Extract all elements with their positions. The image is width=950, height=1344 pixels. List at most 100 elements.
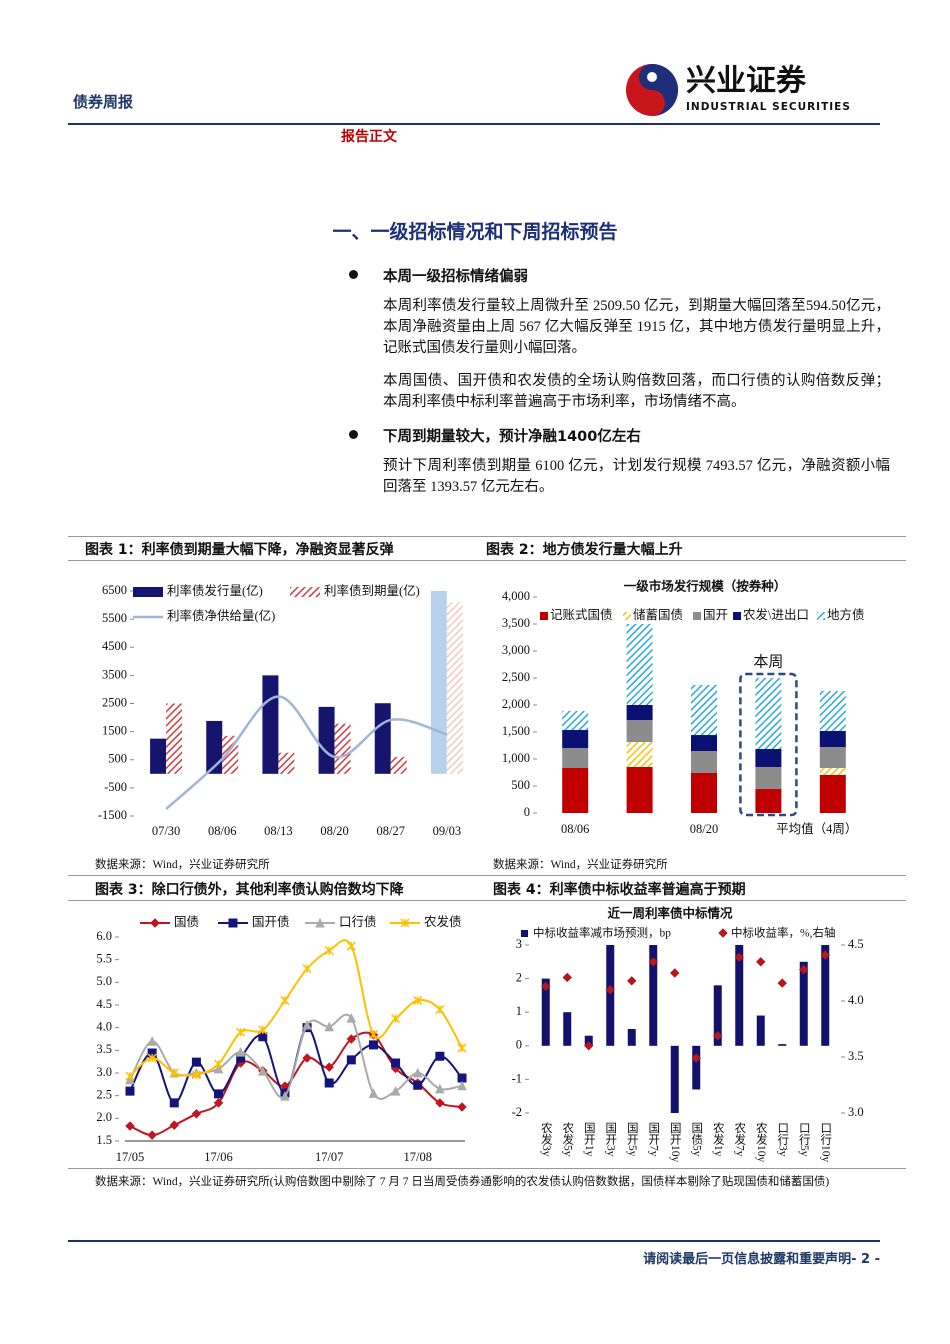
marker — [413, 1080, 423, 1090]
header-rule — [68, 123, 880, 125]
marker — [435, 1083, 445, 1094]
bar-segment — [755, 789, 782, 813]
bar — [318, 706, 335, 774]
y-tick-label: 4.5 — [848, 937, 864, 951]
bullet-dot — [349, 270, 358, 279]
x-tick-label: 国开7y — [647, 1122, 660, 1157]
y-tick-label: 3,000 — [502, 643, 530, 657]
bar — [206, 720, 223, 774]
marker — [457, 1102, 467, 1112]
bar-segment — [626, 705, 653, 721]
x-tick-label: 08/06 — [561, 822, 589, 836]
figure-caption: 图表 4：利率债中标收益率普遍高于预期 — [493, 882, 746, 898]
marker — [584, 1041, 594, 1051]
bar — [278, 752, 295, 774]
y-tick-label: 3.5 — [96, 1042, 112, 1056]
y-tick-label: 2.0 — [96, 1110, 112, 1124]
bar-segment — [626, 720, 653, 742]
section-heading: 一、一级招标情况和下周招标预告 — [332, 221, 618, 243]
legend-swatch — [733, 612, 741, 620]
legend-swatch — [540, 612, 548, 620]
x-tick-label: 农发10y — [755, 1121, 768, 1162]
bar — [799, 961, 808, 1046]
y-tick-label: 4.0 — [848, 993, 864, 1007]
y-tick-label: -1 — [512, 1071, 522, 1085]
legend-label: 储蓄国债 — [633, 607, 683, 622]
marker — [324, 946, 334, 956]
y-tick-label: 500 — [511, 778, 530, 792]
x-tick-label: 国开10y — [669, 1122, 682, 1163]
bullet-title: 下周到期量较大，预计净融1400亿左右 — [383, 429, 641, 445]
bar-segment — [626, 624, 653, 705]
x-tick-label: 08/20 — [690, 822, 718, 836]
bar-segment — [691, 751, 717, 773]
figure-caption: 图表 1：利率债到期量大幅下降，净融资显著反弹 — [85, 542, 394, 558]
bar-segment — [626, 741, 653, 767]
x-tick-label: 08/20 — [320, 824, 348, 838]
marker — [562, 972, 572, 983]
y-tick-label: 500 — [108, 752, 127, 766]
marker — [734, 952, 744, 963]
line — [129, 939, 463, 1077]
marker — [368, 1029, 378, 1040]
x-tick-label: 17/05 — [116, 1150, 144, 1164]
marker — [214, 1059, 224, 1069]
bar-segment — [819, 768, 846, 775]
marker — [391, 1014, 401, 1024]
y-tick-label: 3 — [516, 937, 522, 951]
marker — [257, 1066, 268, 1076]
chart-title: 一级市场发行规模（按券种） — [624, 579, 787, 594]
marker — [302, 1019, 312, 1030]
x-tick-label: 农发5y — [561, 1121, 574, 1157]
bullet-title: 本周一级招标情绪偏弱 — [383, 269, 528, 285]
y-tick-label: 1,500 — [502, 724, 530, 738]
y-tick-label: 2,500 — [502, 670, 530, 684]
marker — [346, 1013, 357, 1023]
bar-segment — [819, 747, 846, 769]
y-tick-label: -2 — [512, 1105, 522, 1119]
y-tick-label: 4,000 — [502, 589, 530, 603]
bar — [584, 1035, 593, 1046]
marker — [324, 1078, 334, 1088]
marker — [435, 1051, 445, 1061]
footer-note: 请阅读最后一页信息披露和重要声明- 2 - — [643, 1252, 880, 1267]
marker — [214, 1089, 224, 1099]
bar — [649, 945, 658, 1046]
legend-marker — [228, 918, 238, 928]
bar-segment — [755, 678, 782, 750]
marker — [541, 981, 551, 992]
legend-swatch — [521, 930, 528, 937]
marker — [125, 1121, 135, 1131]
marker — [147, 1036, 157, 1046]
x-tick-label: 国开3y — [604, 1122, 617, 1157]
marker — [820, 950, 830, 960]
marker — [412, 1067, 423, 1078]
bar — [446, 602, 463, 774]
x-tick-label: 国开5y — [626, 1122, 639, 1157]
chart-title: 近一周利率债中标情况 — [607, 906, 733, 921]
legend-label: 利率债发行量(亿) — [167, 583, 263, 598]
bullet-dot — [349, 430, 358, 439]
marker — [368, 1088, 379, 1098]
rule — [68, 560, 906, 561]
section-label: 报告正文 — [341, 129, 397, 145]
marker — [457, 1043, 467, 1053]
y-tick-label: 1.5 — [96, 1133, 112, 1147]
bar-segment — [562, 710, 589, 731]
legend-marker — [400, 918, 410, 928]
marker — [147, 1130, 157, 1140]
x-tick-label: 17/08 — [403, 1150, 431, 1164]
marker — [125, 1086, 135, 1096]
legend-label: 中标收益率减市场预测，bp — [533, 926, 671, 940]
marker — [670, 968, 680, 978]
legend-label: 农发债 — [424, 914, 462, 929]
bar-segment — [691, 685, 717, 736]
marker — [777, 978, 787, 988]
y-tick-label: 3.0 — [848, 1105, 864, 1119]
marker — [627, 976, 637, 986]
marker — [236, 1027, 246, 1037]
y-tick-label: 1500 — [102, 724, 127, 738]
bar-segment — [819, 691, 846, 731]
marker — [713, 1031, 723, 1041]
